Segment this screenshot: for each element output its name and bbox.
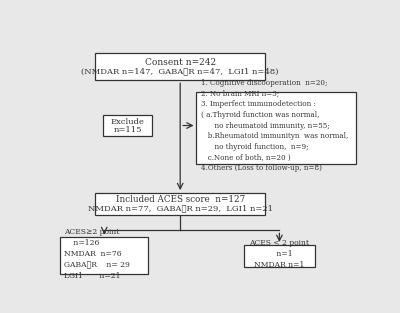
Text: 1. Cognitive discooperation  n=20;
2. No brain MRI n=3;
3. Imperfect immunodetec: 1. Cognitive discooperation n=20; 2. No … [201, 79, 348, 172]
FancyBboxPatch shape [95, 193, 266, 215]
Text: Exclude: Exclude [110, 118, 144, 126]
Text: Consent n=242: Consent n=242 [145, 58, 216, 67]
FancyBboxPatch shape [196, 92, 356, 164]
Text: ACES < 2 point
    n=1
NMDAR n=1: ACES < 2 point n=1 NMDAR n=1 [250, 239, 310, 269]
Text: n=115: n=115 [113, 126, 142, 134]
Text: ACES≥2 point
    n=126
NMDAR  n=76
GABA၂R    n= 29
LGI1       n=21: ACES≥2 point n=126 NMDAR n=76 GABA၂R n= … [64, 228, 130, 280]
FancyBboxPatch shape [244, 245, 315, 267]
FancyBboxPatch shape [95, 53, 266, 80]
Text: (NMDAR n=147,  GABA၂R n=47,  LGI1 n=48): (NMDAR n=147, GABA၂R n=47, LGI1 n=48) [82, 68, 279, 76]
FancyBboxPatch shape [60, 237, 148, 275]
FancyBboxPatch shape [104, 115, 152, 136]
Text: NMDAR n=77,  GABA၂R n=29,  LGI1 n=21: NMDAR n=77, GABA၂R n=29, LGI1 n=21 [88, 205, 273, 213]
Text: Included ACES score  n=127: Included ACES score n=127 [116, 195, 245, 204]
